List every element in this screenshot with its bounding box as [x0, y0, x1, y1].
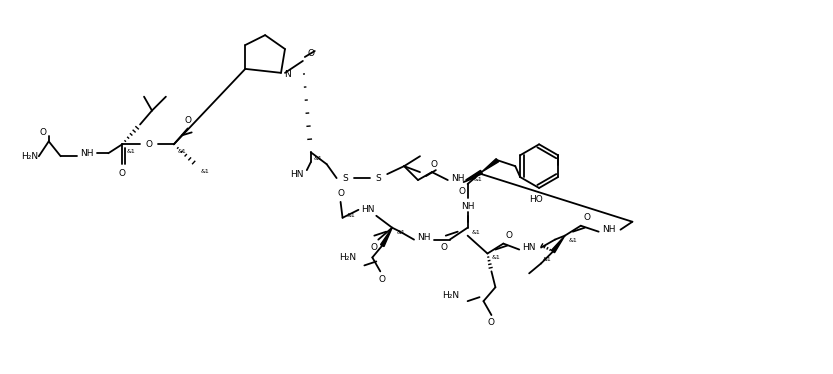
- Text: &1: &1: [491, 255, 500, 260]
- Text: NH: NH: [601, 225, 616, 234]
- Text: H₂N: H₂N: [21, 152, 38, 161]
- Text: O: O: [146, 140, 152, 149]
- Text: &1: &1: [397, 230, 405, 235]
- Text: HO: HO: [529, 195, 543, 205]
- Text: NH: NH: [80, 149, 93, 158]
- Polygon shape: [381, 228, 392, 246]
- Text: S: S: [376, 174, 382, 183]
- Text: NH: NH: [451, 174, 465, 183]
- Text: &1: &1: [473, 177, 482, 181]
- Text: HN: HN: [290, 169, 304, 179]
- Text: O: O: [441, 243, 447, 252]
- Text: O: O: [431, 160, 437, 169]
- Text: &1: &1: [542, 257, 551, 262]
- Text: O: O: [118, 169, 126, 178]
- Polygon shape: [466, 170, 482, 180]
- Text: &1: &1: [201, 169, 209, 174]
- Text: &1: &1: [314, 156, 322, 161]
- Text: HN: HN: [522, 243, 536, 252]
- Text: N: N: [284, 70, 291, 79]
- Text: O: O: [506, 231, 513, 240]
- Text: O: O: [458, 187, 465, 196]
- Text: O: O: [488, 319, 495, 328]
- Text: NH: NH: [461, 202, 474, 211]
- Text: &1: &1: [471, 230, 481, 235]
- Text: O: O: [583, 213, 591, 222]
- Text: &1: &1: [126, 149, 135, 154]
- Text: HN: HN: [362, 205, 375, 214]
- Text: &1: &1: [347, 213, 355, 218]
- Text: O: O: [39, 128, 47, 137]
- Text: O: O: [337, 190, 344, 199]
- Text: O: O: [371, 243, 378, 252]
- Text: O: O: [379, 275, 386, 284]
- Polygon shape: [551, 236, 565, 253]
- Text: S: S: [342, 174, 348, 183]
- Polygon shape: [481, 159, 499, 172]
- Text: &1: &1: [177, 149, 187, 154]
- Text: &1: &1: [569, 238, 577, 243]
- Text: O: O: [184, 116, 192, 125]
- Text: H₂N: H₂N: [442, 291, 460, 300]
- Text: O: O: [307, 49, 314, 58]
- Text: H₂N: H₂N: [339, 253, 357, 262]
- Text: NH: NH: [417, 233, 431, 242]
